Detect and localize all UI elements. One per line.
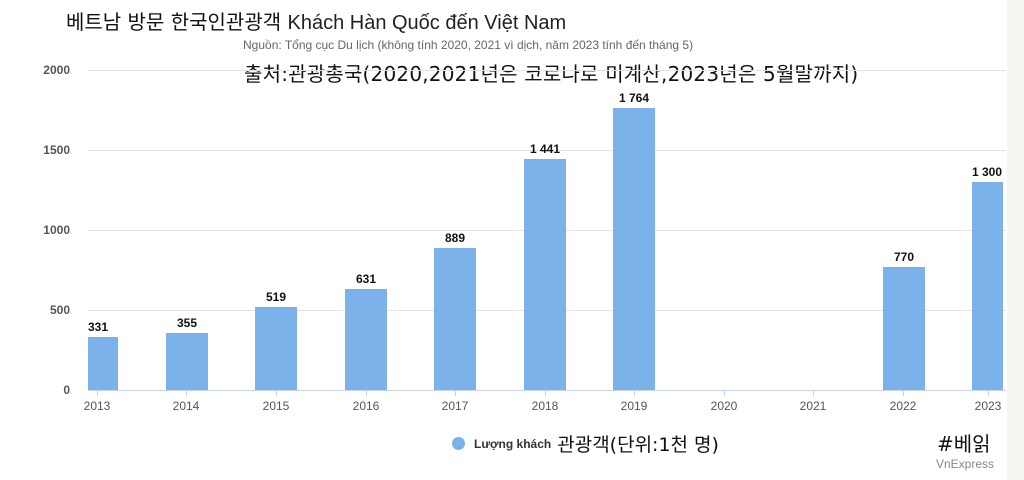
chart-subtitle: Nguồn: Tổng cục Du lịch (không tính 2020… [243, 38, 694, 52]
bar-2022 [883, 266, 925, 390]
x-tick-mark [903, 390, 904, 396]
chart-title-korean: 베트남 방문 한국인관광객 [66, 10, 282, 34]
y-tick-label: 2000 [43, 63, 70, 77]
x-tick-label: 2019 [620, 399, 648, 413]
x-tick-mark [724, 390, 725, 396]
bar-2014 [166, 333, 208, 390]
value-label: 1 441 [529, 142, 561, 157]
x-tick-label: 2018 [531, 399, 559, 413]
value-label: 889 [444, 230, 466, 245]
bar-2016 [345, 289, 387, 390]
x-tick-mark [634, 390, 635, 396]
chart-note-korean: 출처:관광총국(2020,2021년은 코로나로 미계산,2023년은 5월말까… [244, 62, 859, 86]
value-label: 1 764 [618, 90, 650, 105]
value-label: 355 [176, 316, 198, 331]
x-tick-mark [988, 390, 989, 396]
right-margin-band [1007, 0, 1024, 480]
y-tick-label: 0 [63, 383, 70, 397]
x-axis-line [88, 390, 1006, 391]
hashtag: #베읽 [937, 432, 991, 456]
x-tick-label: 2013 [83, 399, 111, 413]
x-tick-label: 2015 [262, 399, 290, 413]
x-tick-label: 2020 [710, 399, 738, 413]
bar-2023 [972, 182, 1003, 390]
bar-2019 [613, 107, 655, 390]
value-label: 331 [87, 320, 109, 335]
x-tick-mark [186, 390, 187, 396]
x-tick-label: 2014 [172, 399, 200, 413]
value-label: 519 [265, 289, 287, 304]
x-tick-mark [276, 390, 277, 396]
legend[interactable]: Lượng khách 관광객(단위:1천 명) [452, 430, 719, 457]
x-tick-label: 2023 [974, 399, 1002, 413]
source-credit: VnExpress [936, 457, 995, 471]
x-tick-mark [366, 390, 367, 396]
x-tick-mark [545, 390, 546, 396]
x-tick-label: 2022 [889, 399, 917, 413]
bar-2013 [88, 337, 118, 390]
y-tick-label: 500 [49, 303, 70, 317]
chart-title: 베트남 방문 한국인관광객 Khách Hàn Quốc đến Việt Na… [66, 6, 566, 35]
gridline-1500 [88, 150, 1006, 151]
x-tick-label: 2021 [799, 399, 827, 413]
legend-label-korean: 관광객(단위:1천 명) [557, 434, 719, 456]
value-label: 770 [893, 249, 915, 264]
x-tick-label: 2016 [352, 399, 380, 413]
gridline-2000 [88, 70, 1006, 71]
bar-2015 [255, 306, 297, 390]
x-tick-mark [455, 390, 456, 396]
value-label: 1 300 [971, 165, 1003, 179]
value-label: 631 [355, 272, 377, 287]
x-tick-mark [813, 390, 814, 396]
bar-2018 [524, 159, 566, 390]
x-tick-mark [97, 390, 98, 396]
legend-marker-icon [452, 437, 465, 450]
y-tick-label: 1000 [43, 223, 70, 237]
x-tick-label: 2017 [441, 399, 469, 413]
chart-title-vietnamese: Khách Hàn Quốc đến Việt Nam [287, 12, 567, 34]
bar-2017 [434, 247, 476, 390]
legend-label: Lượng khách [474, 436, 552, 451]
y-tick-label: 1500 [43, 143, 70, 157]
